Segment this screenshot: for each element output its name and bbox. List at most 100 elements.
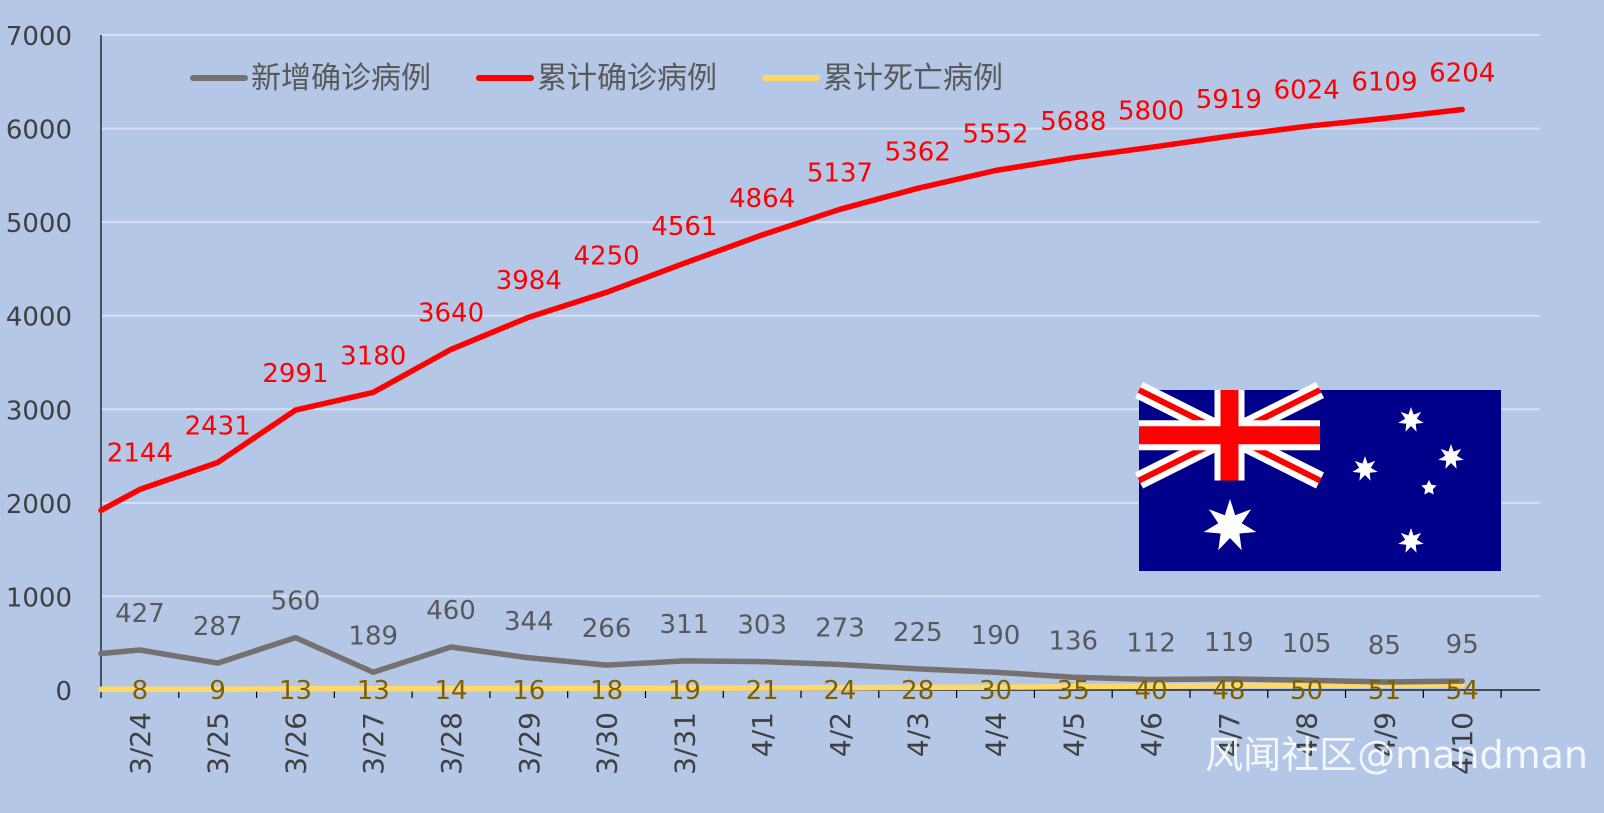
data-label-cumulative: 3180 [340,341,406,371]
data-label-cumulative: 4864 [729,184,795,214]
data-label-deaths: 30 [979,676,1012,706]
watermark-text: 风闻社区@mandman [1205,733,1588,777]
data-label-new: 112 [1126,629,1176,659]
series-line-1 [98,106,1465,514]
legend-label: 累计确诊病例 [537,61,717,96]
data-label-new: 303 [737,611,787,641]
data-label-new: 311 [660,610,710,640]
data-label-deaths: 48 [1212,676,1245,706]
star-icon [1398,407,1424,432]
series-line-2 [98,682,1465,693]
x-tick-label: 4/1 [746,712,779,757]
star-icon [1398,528,1424,553]
data-label-new: 119 [1204,628,1254,658]
data-label-cumulative: 6024 [1274,75,1340,105]
star-icon [1438,444,1464,469]
data-label-new: 136 [1048,626,1098,656]
data-label-cumulative: 5362 [885,137,951,167]
data-label-deaths: 14 [434,676,467,706]
x-tick-label: 4/8 [1291,712,1324,757]
x-tick-label: 4/9 [1368,712,1401,757]
legend: 新增确诊病例 累计确诊病例 累计死亡病例 [190,61,1003,96]
x-tick-label: 4/10 [1446,712,1479,775]
union-jack [1134,381,1325,489]
x-tick-label: 4/6 [1135,712,1168,757]
data-label-new: 560 [271,587,321,617]
data-label-new: 95 [1446,630,1479,660]
data-label-new: 105 [1282,629,1332,659]
x-tick-label: 3/25 [202,712,235,775]
data-label-cumulative: 5919 [1196,85,1262,115]
data-label-deaths: 19 [668,676,701,706]
data-label-cumulative: 2431 [185,412,251,442]
cross-red [1139,426,1320,445]
y-tick-label: 4000 [6,303,72,333]
y-tick-label: 7000 [6,22,72,52]
x-tick-label: 3/27 [357,712,390,775]
data-label-new: 287 [193,612,243,642]
axes: 0 1000 2000 3000 4000 5000 6000 7000 3/24 3/25 3/2… [6,22,1540,775]
x-tick-label: 4/7 [1213,712,1246,757]
data-label-new: 85 [1368,631,1401,661]
data-label-deaths: 40 [1135,676,1168,706]
data-label-cumulative: 2991 [262,359,328,389]
data-label-cumulative: 6109 [1351,67,1417,97]
legend-label: 新增确诊病例 [251,61,431,96]
data-label-deaths: 8 [132,676,149,706]
data-label-deaths: 35 [1057,676,1090,706]
x-tick-label: 4/2 [824,712,857,757]
data-label-deaths: 16 [512,676,545,706]
data-labels: 2144 2431 2991 3180 3640 3984 4250 4561 4864 5137… [107,58,1495,706]
data-label-deaths: 18 [590,676,623,706]
x-tick-label: 3/26 [279,712,312,775]
data-label-cumulative: 6204 [1429,58,1495,88]
data-label-deaths: 51 [1368,676,1401,706]
x-tick-label: 4/4 [980,712,1013,757]
data-label-cumulative: 5552 [962,119,1028,149]
data-label-new: 344 [504,607,554,637]
data-label-new: 427 [115,599,165,629]
data-label-cumulative: 5800 [1118,96,1184,126]
y-tick-label: 6000 [6,116,72,146]
x-tick-label: 3/31 [668,712,701,775]
data-label-cumulative: 5688 [1040,107,1106,137]
star-icon [1352,456,1378,481]
data-label-new: 225 [893,618,943,648]
data-label-deaths: 13 [357,676,390,706]
data-label-deaths: 9 [209,676,226,706]
data-label-deaths: 21 [746,676,779,706]
data-label-cumulative: 2144 [107,438,173,468]
y-tick-label: 5000 [6,209,72,239]
data-label-cumulative: 4561 [651,212,717,242]
y-tick-label: 1000 [6,583,72,613]
australia-flag-icon [1134,381,1501,571]
data-label-deaths: 24 [823,676,856,706]
star-icon [1421,480,1437,495]
legend-label: 累计死亡病例 [823,61,1003,96]
data-label-deaths: 13 [279,676,312,706]
data-label-new: 273 [815,613,865,643]
data-label-cumulative: 3984 [496,266,562,296]
data-label-deaths: 54 [1446,676,1479,706]
y-tick-label: 3000 [6,396,72,426]
y-tick-label: 0 [55,677,72,707]
data-label-deaths: 28 [901,676,934,706]
data-label-new: 460 [426,596,476,626]
x-tick-label: 3/24 [124,712,157,775]
data-label-new: 189 [348,621,398,651]
data-label-new: 190 [971,621,1021,651]
x-tick-label: 4/3 [902,712,935,757]
x-tick-label: 3/29 [513,712,546,775]
commonwealth-star-icon [1203,499,1257,551]
data-label-cumulative: 3640 [418,298,484,328]
data-label-deaths: 50 [1290,676,1323,706]
y-tick-label: 2000 [6,490,72,520]
series-line-0 [98,634,1465,685]
series-lines [98,106,1465,693]
data-label-cumulative: 5137 [807,158,873,188]
data-label-new: 266 [582,614,632,644]
data-label-cumulative: 4250 [574,241,640,271]
x-tick-label: 3/28 [435,712,468,775]
